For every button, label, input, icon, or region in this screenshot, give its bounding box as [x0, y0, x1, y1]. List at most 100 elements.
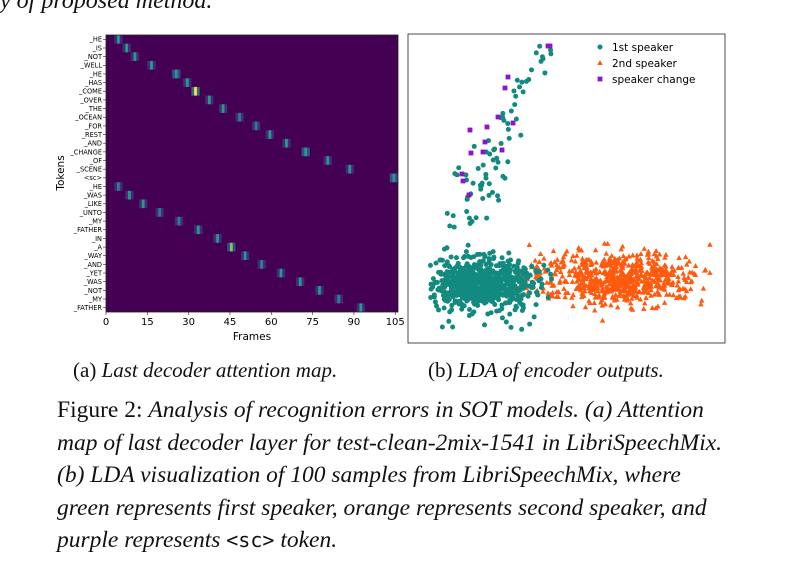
point-2nd-speaker	[554, 256, 561, 262]
point-2nd-speaker	[603, 250, 609, 256]
point-1st-speaker	[498, 141, 504, 147]
point-2nd-speaker	[607, 287, 613, 293]
point-speaker-change	[466, 192, 472, 198]
point-2nd-speaker	[554, 262, 560, 268]
token-tick-label: _HE	[89, 36, 102, 44]
point-2nd-speaker	[653, 248, 659, 254]
point-2nd-speaker	[579, 255, 586, 261]
point-1st-speaker	[482, 297, 488, 303]
point-2nd-speaker	[561, 285, 567, 291]
point-2nd-speaker	[580, 274, 586, 280]
heatmap-cell	[207, 95, 211, 105]
token-tick-label: _UNTO	[79, 209, 102, 217]
point-1st-speaker	[491, 282, 497, 288]
heatmap-cell	[221, 104, 225, 113]
point-2nd-speaker	[598, 278, 604, 284]
point-1st-speaker	[441, 305, 447, 311]
point-1st-speaker	[548, 271, 554, 277]
point-1st-speaker	[438, 269, 444, 275]
point-1st-speaker	[514, 77, 520, 83]
token-tick-label: _AND	[83, 261, 102, 269]
point-2nd-speaker	[626, 253, 632, 259]
point-2nd-speaker	[655, 303, 661, 309]
point-2nd-speaker	[648, 287, 654, 293]
point-2nd-speaker	[603, 284, 609, 290]
frame-tick-label: 105	[386, 317, 405, 328]
heatmap-cell	[348, 164, 352, 174]
heatmap-cell	[326, 156, 330, 165]
point-2nd-speaker	[566, 271, 573, 277]
frame-tick-label: 15	[141, 317, 154, 328]
point-1st-speaker	[457, 281, 463, 287]
point-2nd-speaker	[634, 255, 640, 261]
point-1st-speaker	[549, 276, 555, 282]
point-1st-speaker	[491, 254, 497, 260]
point-2nd-speaker	[651, 262, 657, 268]
point-1st-speaker	[446, 318, 452, 324]
point-1st-speaker	[454, 172, 460, 178]
point-2nd-speaker	[673, 295, 680, 301]
point-1st-speaker	[476, 289, 482, 295]
point-2nd-speaker	[622, 275, 629, 281]
point-1st-speaker	[464, 196, 470, 202]
point-1st-speaker	[515, 260, 521, 266]
point-1st-speaker	[427, 262, 433, 268]
point-1st-speaker	[545, 267, 551, 273]
heatmap-background	[106, 35, 398, 312]
point-2nd-speaker	[549, 293, 556, 299]
heatmap-cell	[298, 277, 302, 287]
token-tick-label: _WAY	[84, 252, 103, 260]
heatmap-cell	[238, 112, 241, 122]
point-2nd-speaker	[560, 257, 566, 263]
subcaption-a-text: Last decoder attention map.	[101, 358, 338, 382]
point-2nd-speaker	[592, 307, 598, 313]
point-2nd-speaker	[664, 277, 670, 283]
point-2nd-speaker	[651, 278, 658, 284]
point-2nd-speaker	[607, 272, 613, 278]
point-2nd-speaker	[661, 299, 668, 305]
point-1st-speaker	[502, 271, 508, 277]
point-1st-speaker	[477, 251, 483, 257]
token-tick-label: <sc>	[84, 174, 102, 182]
point-2nd-speaker	[601, 256, 608, 262]
point-2nd-speaker	[532, 257, 538, 263]
point-speaker-change	[502, 85, 508, 91]
point-2nd-speaker	[562, 294, 568, 300]
point-1st-speaker	[452, 298, 458, 304]
point-1st-speaker	[453, 255, 459, 261]
point-2nd-speaker	[642, 288, 649, 294]
point-2nd-speaker	[675, 273, 681, 279]
point-2nd-speaker	[663, 291, 670, 297]
point-1st-speaker	[529, 263, 535, 269]
token-tick-label: _HE	[89, 70, 102, 78]
point-2nd-speaker	[634, 292, 640, 298]
point-1st-speaker	[428, 286, 434, 292]
point-1st-speaker	[464, 272, 470, 278]
point-1st-speaker	[459, 306, 465, 312]
point-1st-speaker	[486, 192, 492, 198]
figure-label: Figure 2:	[57, 397, 143, 423]
point-2nd-speaker	[596, 292, 602, 298]
token-tick-label: _FATHER	[73, 304, 103, 312]
point-1st-speaker	[496, 197, 502, 203]
point-2nd-speaker	[625, 262, 632, 268]
point-1st-speaker	[463, 172, 469, 178]
point-1st-speaker	[520, 302, 526, 308]
scatter-points	[427, 43, 713, 332]
heatmap-cell	[196, 225, 200, 235]
point-2nd-speaker	[609, 293, 616, 299]
token-tick-label: _HE	[89, 183, 102, 191]
point-2nd-speaker	[618, 246, 624, 252]
point-speaker-change	[484, 124, 490, 130]
heatmap-cell	[254, 121, 258, 131]
point-2nd-speaker	[584, 264, 590, 270]
point-1st-speaker	[506, 135, 512, 141]
point-1st-speaker	[441, 296, 447, 302]
token-tick-label: _WAS	[83, 192, 102, 200]
point-2nd-speaker	[589, 272, 595, 278]
point-1st-speaker	[433, 303, 439, 309]
token-tick-label: _A	[93, 243, 102, 251]
point-2nd-speaker	[676, 255, 682, 261]
point-2nd-speaker	[649, 305, 656, 311]
point-1st-speaker	[527, 290, 533, 296]
